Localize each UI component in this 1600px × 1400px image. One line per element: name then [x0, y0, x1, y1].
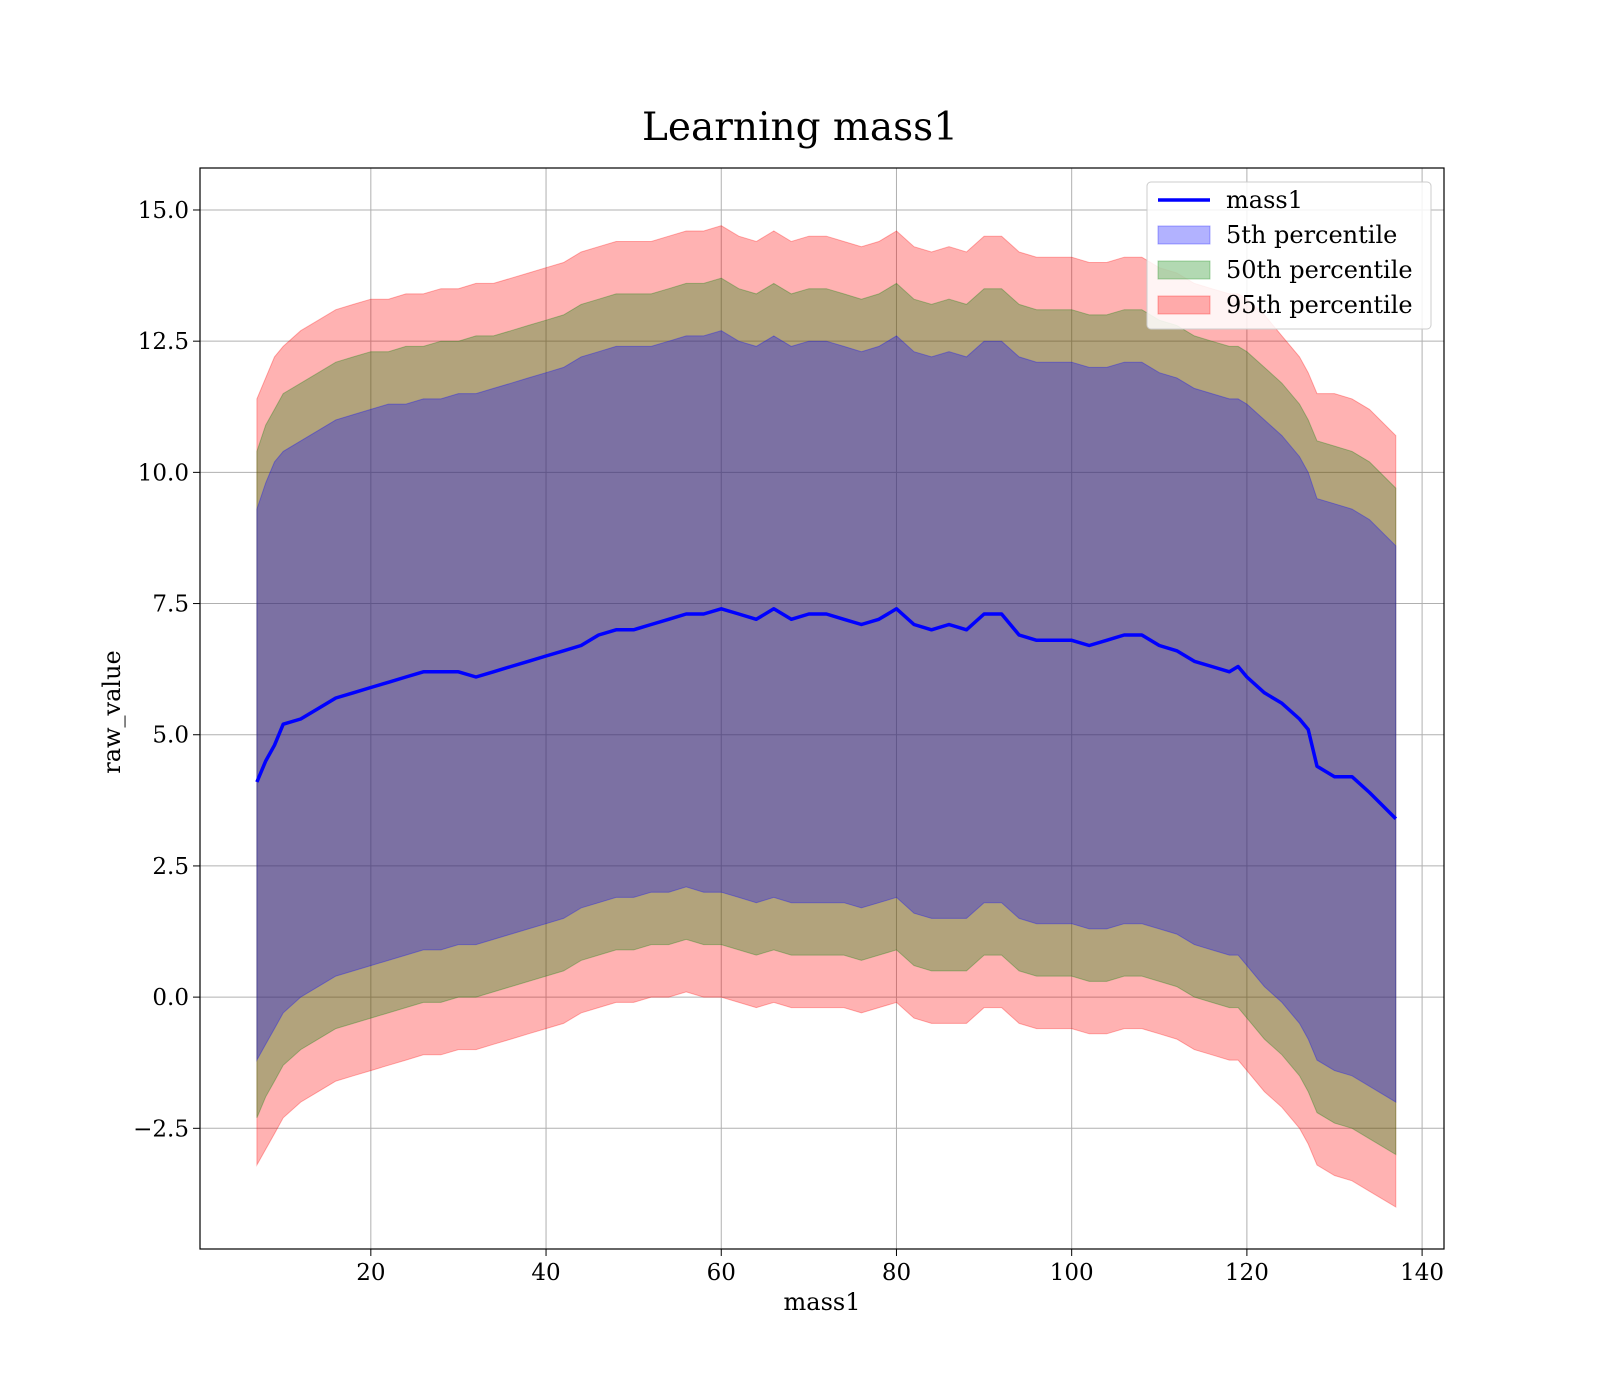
- x-tick-label: 120: [1225, 1260, 1269, 1286]
- band-95th-percentile: [256, 225, 1397, 1208]
- legend-label-5th: 5th percentile: [1226, 221, 1397, 249]
- percentile-bands: [256, 225, 1397, 1208]
- band-50th-percentile: [256, 277, 1397, 1156]
- x-axis-ticks: 20 40 60 80 100 120 140: [356, 1249, 1444, 1286]
- series-line-mass1: [255, 607, 1398, 820]
- series-line-layer: [255, 607, 1398, 820]
- y-tick-label: 2.5: [152, 854, 189, 880]
- y-tick-label: 15.0: [138, 198, 189, 224]
- x-tick-label: 80: [882, 1260, 911, 1286]
- legend-swatch-95th: [1157, 295, 1211, 315]
- y-tick-label: 12.5: [138, 329, 189, 355]
- band-5th-percentile: [256, 330, 1397, 1103]
- legend-box: [1146, 181, 1432, 330]
- y-tick-label: 7.5: [152, 592, 189, 618]
- y-axis-ticks: −2.5 0.0 2.5 5.0 7.5 10.0 12.5 15.0: [133, 198, 200, 1142]
- x-tick-label: 20: [356, 1260, 385, 1286]
- y-axis-label: raw_value: [98, 650, 126, 774]
- x-tick-label: 100: [1050, 1260, 1094, 1286]
- y-tick-label: 0.0: [152, 985, 189, 1011]
- chart-title: Learning mass1: [642, 105, 958, 150]
- legend-label-mass1: mass1: [1226, 186, 1303, 214]
- legend: mass1 5th percentile 50th percentile 95t…: [1146, 181, 1432, 330]
- grid: [200, 168, 1444, 1249]
- y-tick-label: 5.0: [152, 723, 189, 749]
- legend-label-50th: 50th percentile: [1226, 256, 1413, 284]
- legend-swatch-50th: [1157, 260, 1211, 280]
- plot-frame: [199, 167, 1445, 1250]
- y-tick-label: −2.5: [133, 1116, 189, 1142]
- x-axis-label: mass1: [784, 1288, 861, 1316]
- x-tick-label: 40: [531, 1260, 560, 1286]
- y-tick-label: 10.0: [138, 460, 189, 486]
- legend-swatch-5th: [1157, 225, 1211, 245]
- legend-label-95th: 95th percentile: [1226, 291, 1413, 319]
- x-tick-label: 140: [1400, 1260, 1444, 1286]
- x-tick-label: 60: [707, 1260, 736, 1286]
